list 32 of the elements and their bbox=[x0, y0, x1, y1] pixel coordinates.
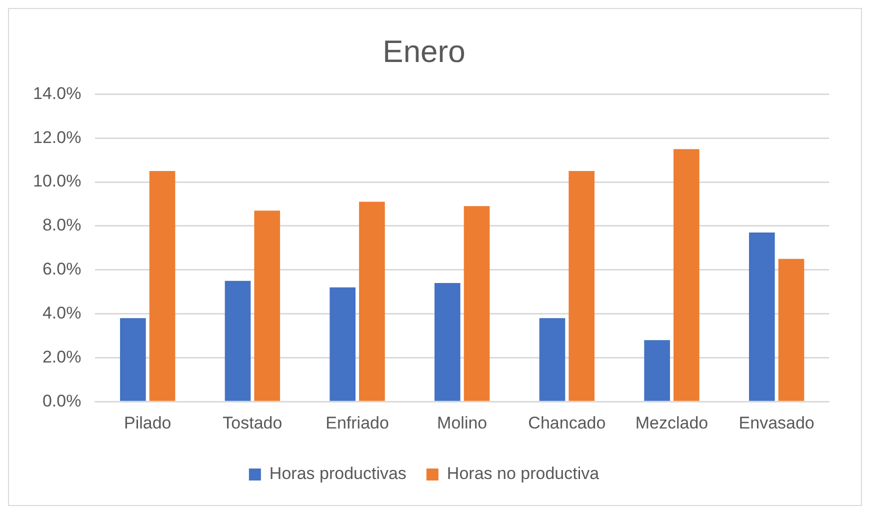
y-tick-label: 12.0% bbox=[33, 128, 82, 147]
bar bbox=[330, 287, 356, 401]
bar bbox=[254, 210, 280, 401]
bar bbox=[149, 171, 176, 401]
bar bbox=[644, 340, 670, 401]
y-tick-label: 4.0% bbox=[42, 303, 82, 322]
y-tick-label: 14.0% bbox=[33, 84, 82, 103]
bar bbox=[748, 232, 775, 401]
x-tick-label: Pilado bbox=[124, 413, 172, 432]
bar bbox=[224, 280, 251, 401]
bar bbox=[674, 149, 700, 401]
legend-label: Horas no productiva bbox=[446, 464, 600, 484]
y-tick-label: 2.0% bbox=[42, 347, 82, 366]
x-tick-label: Envasado bbox=[738, 413, 814, 432]
x-tick-label: Chancado bbox=[528, 413, 606, 432]
x-tick-label: Tostado bbox=[222, 413, 282, 432]
bar bbox=[359, 202, 385, 401]
bar bbox=[464, 206, 490, 401]
chart-title: Enero bbox=[382, 34, 466, 70]
bar bbox=[539, 318, 566, 401]
y-tick-label: 6.0% bbox=[42, 260, 82, 279]
x-tick-label: Mezclado bbox=[635, 413, 708, 432]
bar bbox=[434, 283, 460, 401]
x-tick-label: Molino bbox=[437, 413, 488, 432]
y-tick-label: 8.0% bbox=[42, 216, 82, 235]
bar bbox=[120, 318, 146, 401]
y-tick-label: 10.0% bbox=[33, 172, 82, 191]
bar bbox=[778, 258, 804, 401]
bar bbox=[568, 171, 595, 401]
legend-label: Horas productivas bbox=[269, 464, 406, 484]
x-tick-label: Enfriado bbox=[326, 413, 389, 432]
y-tick-label: 0.0% bbox=[42, 391, 82, 410]
